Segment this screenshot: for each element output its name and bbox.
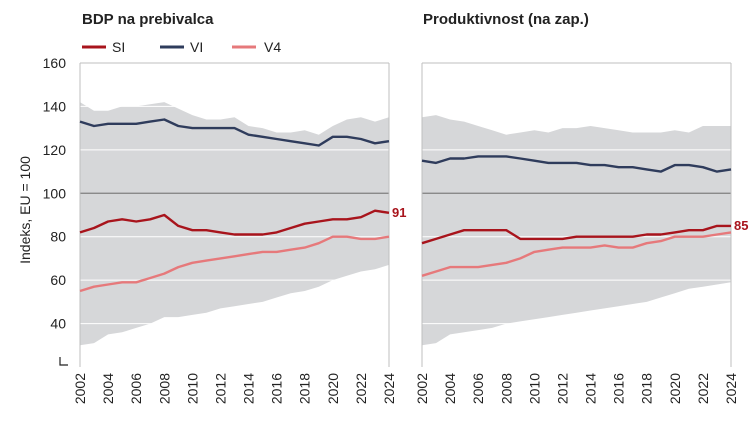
- legend: SI VI V4: [82, 39, 281, 55]
- x-tick-2018: 2018: [639, 373, 655, 404]
- chart-title-productivity: Produktivnost (na zap.): [423, 11, 589, 28]
- x-tick-2022: 2022: [353, 373, 369, 404]
- x-tick-2008: 2008: [156, 373, 172, 404]
- legend-label-v4: V4: [264, 39, 281, 55]
- y-tick-140: 140: [43, 98, 67, 114]
- min-max-band: [80, 102, 389, 346]
- x-tick-2012: 2012: [213, 373, 229, 404]
- series-line-v4: [421, 231, 732, 277]
- chart-title-gdp-per-capita: BDP na prebivalca: [82, 11, 214, 28]
- x-tick-2014: 2014: [583, 373, 599, 404]
- x-tick-2004: 2004: [442, 373, 458, 404]
- axis-break-marker: [59, 357, 68, 366]
- x-tick-2020: 2020: [667, 373, 683, 404]
- y-tick-80: 80: [50, 229, 66, 245]
- legend-label-vi: VI: [190, 39, 203, 55]
- x-tick-2010: 2010: [184, 373, 200, 404]
- x-tick-2008: 2008: [498, 373, 514, 404]
- y-tick-40: 40: [50, 316, 66, 332]
- x-tick-2010: 2010: [526, 373, 542, 404]
- x-tick-2012: 2012: [555, 373, 571, 404]
- x-tick-2002: 2002: [414, 373, 430, 404]
- series-line-v4: [79, 235, 390, 293]
- x-tick-2022: 2022: [695, 373, 711, 404]
- x-tick-2016: 2016: [611, 373, 627, 404]
- x-tick-2016: 2016: [269, 373, 285, 404]
- x-tick-2024: 2024: [381, 373, 397, 404]
- y-tick-100: 100: [43, 185, 67, 201]
- x-tick-2006: 2006: [128, 373, 144, 404]
- series-line-si: [421, 224, 731, 245]
- x-tick-2006: 2006: [470, 373, 486, 404]
- x-tick-2004: 2004: [100, 373, 116, 404]
- y-tick-160: 160: [43, 55, 67, 71]
- end-value-label-si: 91: [392, 205, 406, 220]
- series-line-vi: [421, 155, 732, 173]
- end-value-label-si: 85: [734, 218, 748, 233]
- panel-productivity: 85 2002 2004 2006 2008 2010 2012 2014 2016 2018 20…: [414, 62, 748, 404]
- series-line-vi: [79, 118, 390, 147]
- y-tick-120: 120: [43, 142, 67, 158]
- x-tick-2014: 2014: [241, 373, 257, 404]
- x-tick-2020: 2020: [325, 373, 341, 404]
- legend-label-si: SI: [112, 39, 125, 55]
- x-tick-2002: 2002: [72, 373, 88, 404]
- min-max-band: [422, 115, 731, 346]
- y-axis-label: Indeks, EU = 100: [17, 156, 33, 264]
- panel-gdp-per-capita: 91 2002 2004 2006 2008 2010 2012 2014 2016 2018 20…: [72, 62, 406, 404]
- series-line-si: [79, 209, 390, 236]
- y-tick-60: 60: [50, 272, 66, 288]
- y-tick-labels: 160 140 120 100 80 60 40: [43, 55, 67, 332]
- x-tick-2018: 2018: [297, 373, 313, 404]
- x-tick-2024: 2024: [723, 373, 739, 404]
